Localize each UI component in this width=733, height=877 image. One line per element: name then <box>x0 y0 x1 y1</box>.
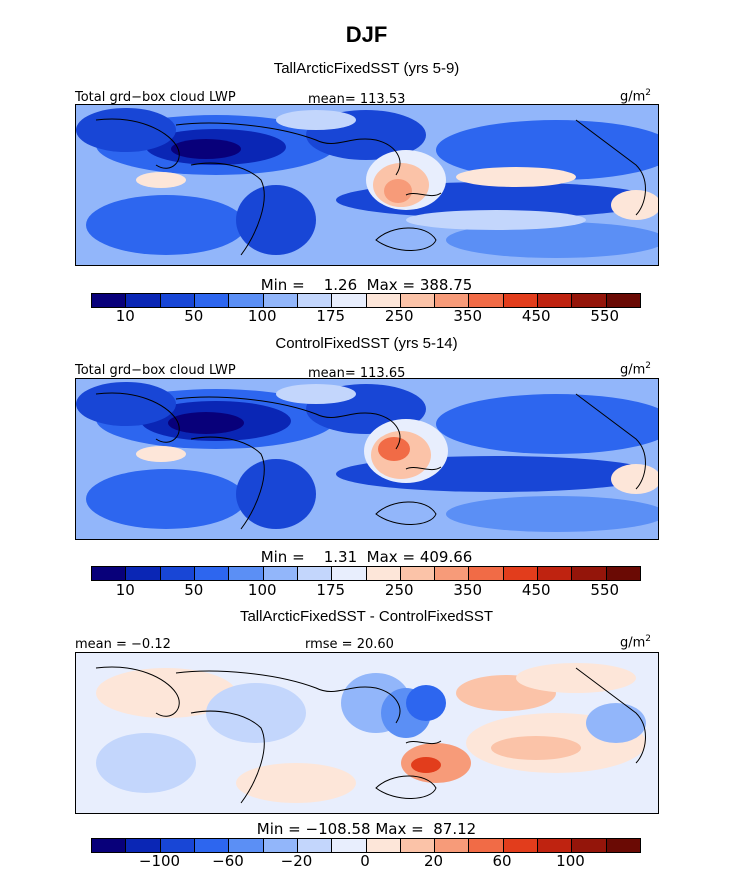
colorbar-swatch <box>503 839 539 852</box>
colorbar-swatch <box>400 567 436 580</box>
colorbar-swatch <box>435 839 470 852</box>
colorbar-swatch <box>92 567 127 580</box>
colorbar-swatch <box>572 294 607 307</box>
colorbar-swatch <box>297 567 333 580</box>
colorbar-tick-label: −100 <box>138 852 181 870</box>
panel3-map <box>75 652 659 814</box>
colorbar-tick-label: 50 <box>184 581 204 599</box>
panel1-title: TallArcticFixedSST (yrs 5-9) <box>273 60 460 77</box>
colorbar-tick-label: 100 <box>247 307 277 325</box>
colorbar-swatch <box>572 839 607 852</box>
colorbar-tick-label: −20 <box>280 852 313 870</box>
colorbar-swatch <box>400 839 436 852</box>
panel2-units: g/m2 <box>620 361 652 378</box>
colorbar-swatch <box>503 567 539 580</box>
panel1-units: g/m2 <box>620 88 652 105</box>
colorbar-swatch <box>229 294 264 307</box>
panel3-rmse-label: rmse = 20.60 <box>305 637 394 652</box>
colorbar-tick-label: 20 <box>423 852 444 870</box>
colorbar-swatch <box>435 294 470 307</box>
colorbar-swatch <box>194 567 230 580</box>
colorbar-swatch <box>366 294 401 307</box>
colorbar-swatch <box>366 839 401 852</box>
colorbar-tick-label: 60 <box>492 852 512 870</box>
colorbar-tick-label: 50 <box>184 307 204 325</box>
colorbar-swatch <box>126 294 161 307</box>
colorbar-swatch <box>160 294 195 307</box>
panel2-mean-label: mean= 113.65 <box>308 366 406 381</box>
colorbar-swatch <box>92 839 127 852</box>
panel3-title: TallArcticFixedSST - ControlFixedSST <box>239 608 494 625</box>
panel1-colorbar-ticks: 10 50 100 175 250 350 450 550 <box>91 307 639 327</box>
colorbar-tick-label: 250 <box>384 581 414 599</box>
colorbar-swatch <box>469 567 504 580</box>
colorbar-swatch <box>229 839 264 852</box>
colorbar-tick-label: 175 <box>316 307 346 325</box>
colorbar-swatch <box>606 567 640 580</box>
panel3-field <box>76 653 658 813</box>
colorbar-tick-label: 100 <box>247 581 277 599</box>
colorbar-swatch <box>538 294 573 307</box>
panel1-colorbar <box>91 293 641 308</box>
panel1-minmax: Min = 1.26 Max = 388.75 <box>260 276 473 294</box>
colorbar-swatch <box>160 839 195 852</box>
colorbar-tick-label: 450 <box>521 581 551 599</box>
colorbar-swatch <box>572 567 607 580</box>
colorbar-swatch <box>538 839 573 852</box>
colorbar-tick-label: 100 <box>556 852 585 870</box>
colorbar-swatch <box>297 839 333 852</box>
figure-title: DJF <box>345 22 388 47</box>
colorbar-swatch <box>469 839 504 852</box>
colorbar-swatch <box>126 567 161 580</box>
colorbar-swatch <box>263 294 298 307</box>
panel2-variable-label: Total grd−box cloud LWP <box>75 363 236 378</box>
colorbar-swatch <box>503 294 539 307</box>
colorbar-swatch <box>160 567 195 580</box>
colorbar-tick-label: 10 <box>115 307 135 325</box>
colorbar-swatch <box>366 567 401 580</box>
panel2-colorbar-ticks: 10 50 100 175 250 350 450 550 <box>91 581 639 601</box>
panel3-colorbar-ticks: −100 −60 −20 0 20 60 100 <box>91 852 639 872</box>
panel2-minmax: Min = 1.31 Max = 409.66 <box>260 548 473 566</box>
colorbar-swatch <box>606 294 640 307</box>
colorbar-tick-label: 450 <box>521 307 551 325</box>
colorbar-tick-label: 550 <box>590 581 620 599</box>
colorbar-swatch <box>263 567 298 580</box>
colorbar-swatch <box>469 294 504 307</box>
colorbar-tick-label: −60 <box>212 852 244 870</box>
colorbar-tick-label: 350 <box>453 581 483 599</box>
colorbar-swatch <box>229 567 264 580</box>
colorbar-tick-label: 175 <box>316 581 346 599</box>
colorbar-swatch <box>194 839 230 852</box>
panel3-colorbar <box>91 838 641 853</box>
panel3-minmax: Min = −108.58 Max = 87.12 <box>256 820 477 838</box>
colorbar-swatch <box>538 567 573 580</box>
panel2-map <box>75 378 659 540</box>
colorbar-swatch <box>263 839 298 852</box>
panel2-colorbar <box>91 566 641 581</box>
panel3-units: g/m2 <box>620 634 652 651</box>
colorbar-swatch <box>435 567 470 580</box>
colorbar-tick-label: 350 <box>453 307 483 325</box>
colorbar-swatch <box>332 567 367 580</box>
panel3-mean-label: mean = −0.12 <box>75 637 171 652</box>
panel1-field <box>76 105 658 265</box>
panel2-title: ControlFixedSST (yrs 5-14) <box>275 335 458 352</box>
panel2-field <box>76 379 658 539</box>
colorbar-tick-label: 10 <box>115 581 135 599</box>
colorbar-swatch <box>606 839 640 852</box>
panel1-variable-label: Total grd−box cloud LWP <box>75 90 236 105</box>
colorbar-tick-label: 250 <box>384 307 414 325</box>
colorbar-tick-label: 550 <box>590 307 620 325</box>
colorbar-swatch <box>400 294 436 307</box>
panel1-mean-label: mean= 113.53 <box>308 92 406 107</box>
colorbar-swatch <box>332 294 367 307</box>
panel1-map <box>75 104 659 266</box>
colorbar-swatch <box>126 839 161 852</box>
colorbar-swatch <box>332 839 367 852</box>
colorbar-swatch <box>92 294 127 307</box>
colorbar-swatch <box>297 294 333 307</box>
colorbar-tick-label: 0 <box>360 852 370 870</box>
colorbar-swatch <box>194 294 230 307</box>
